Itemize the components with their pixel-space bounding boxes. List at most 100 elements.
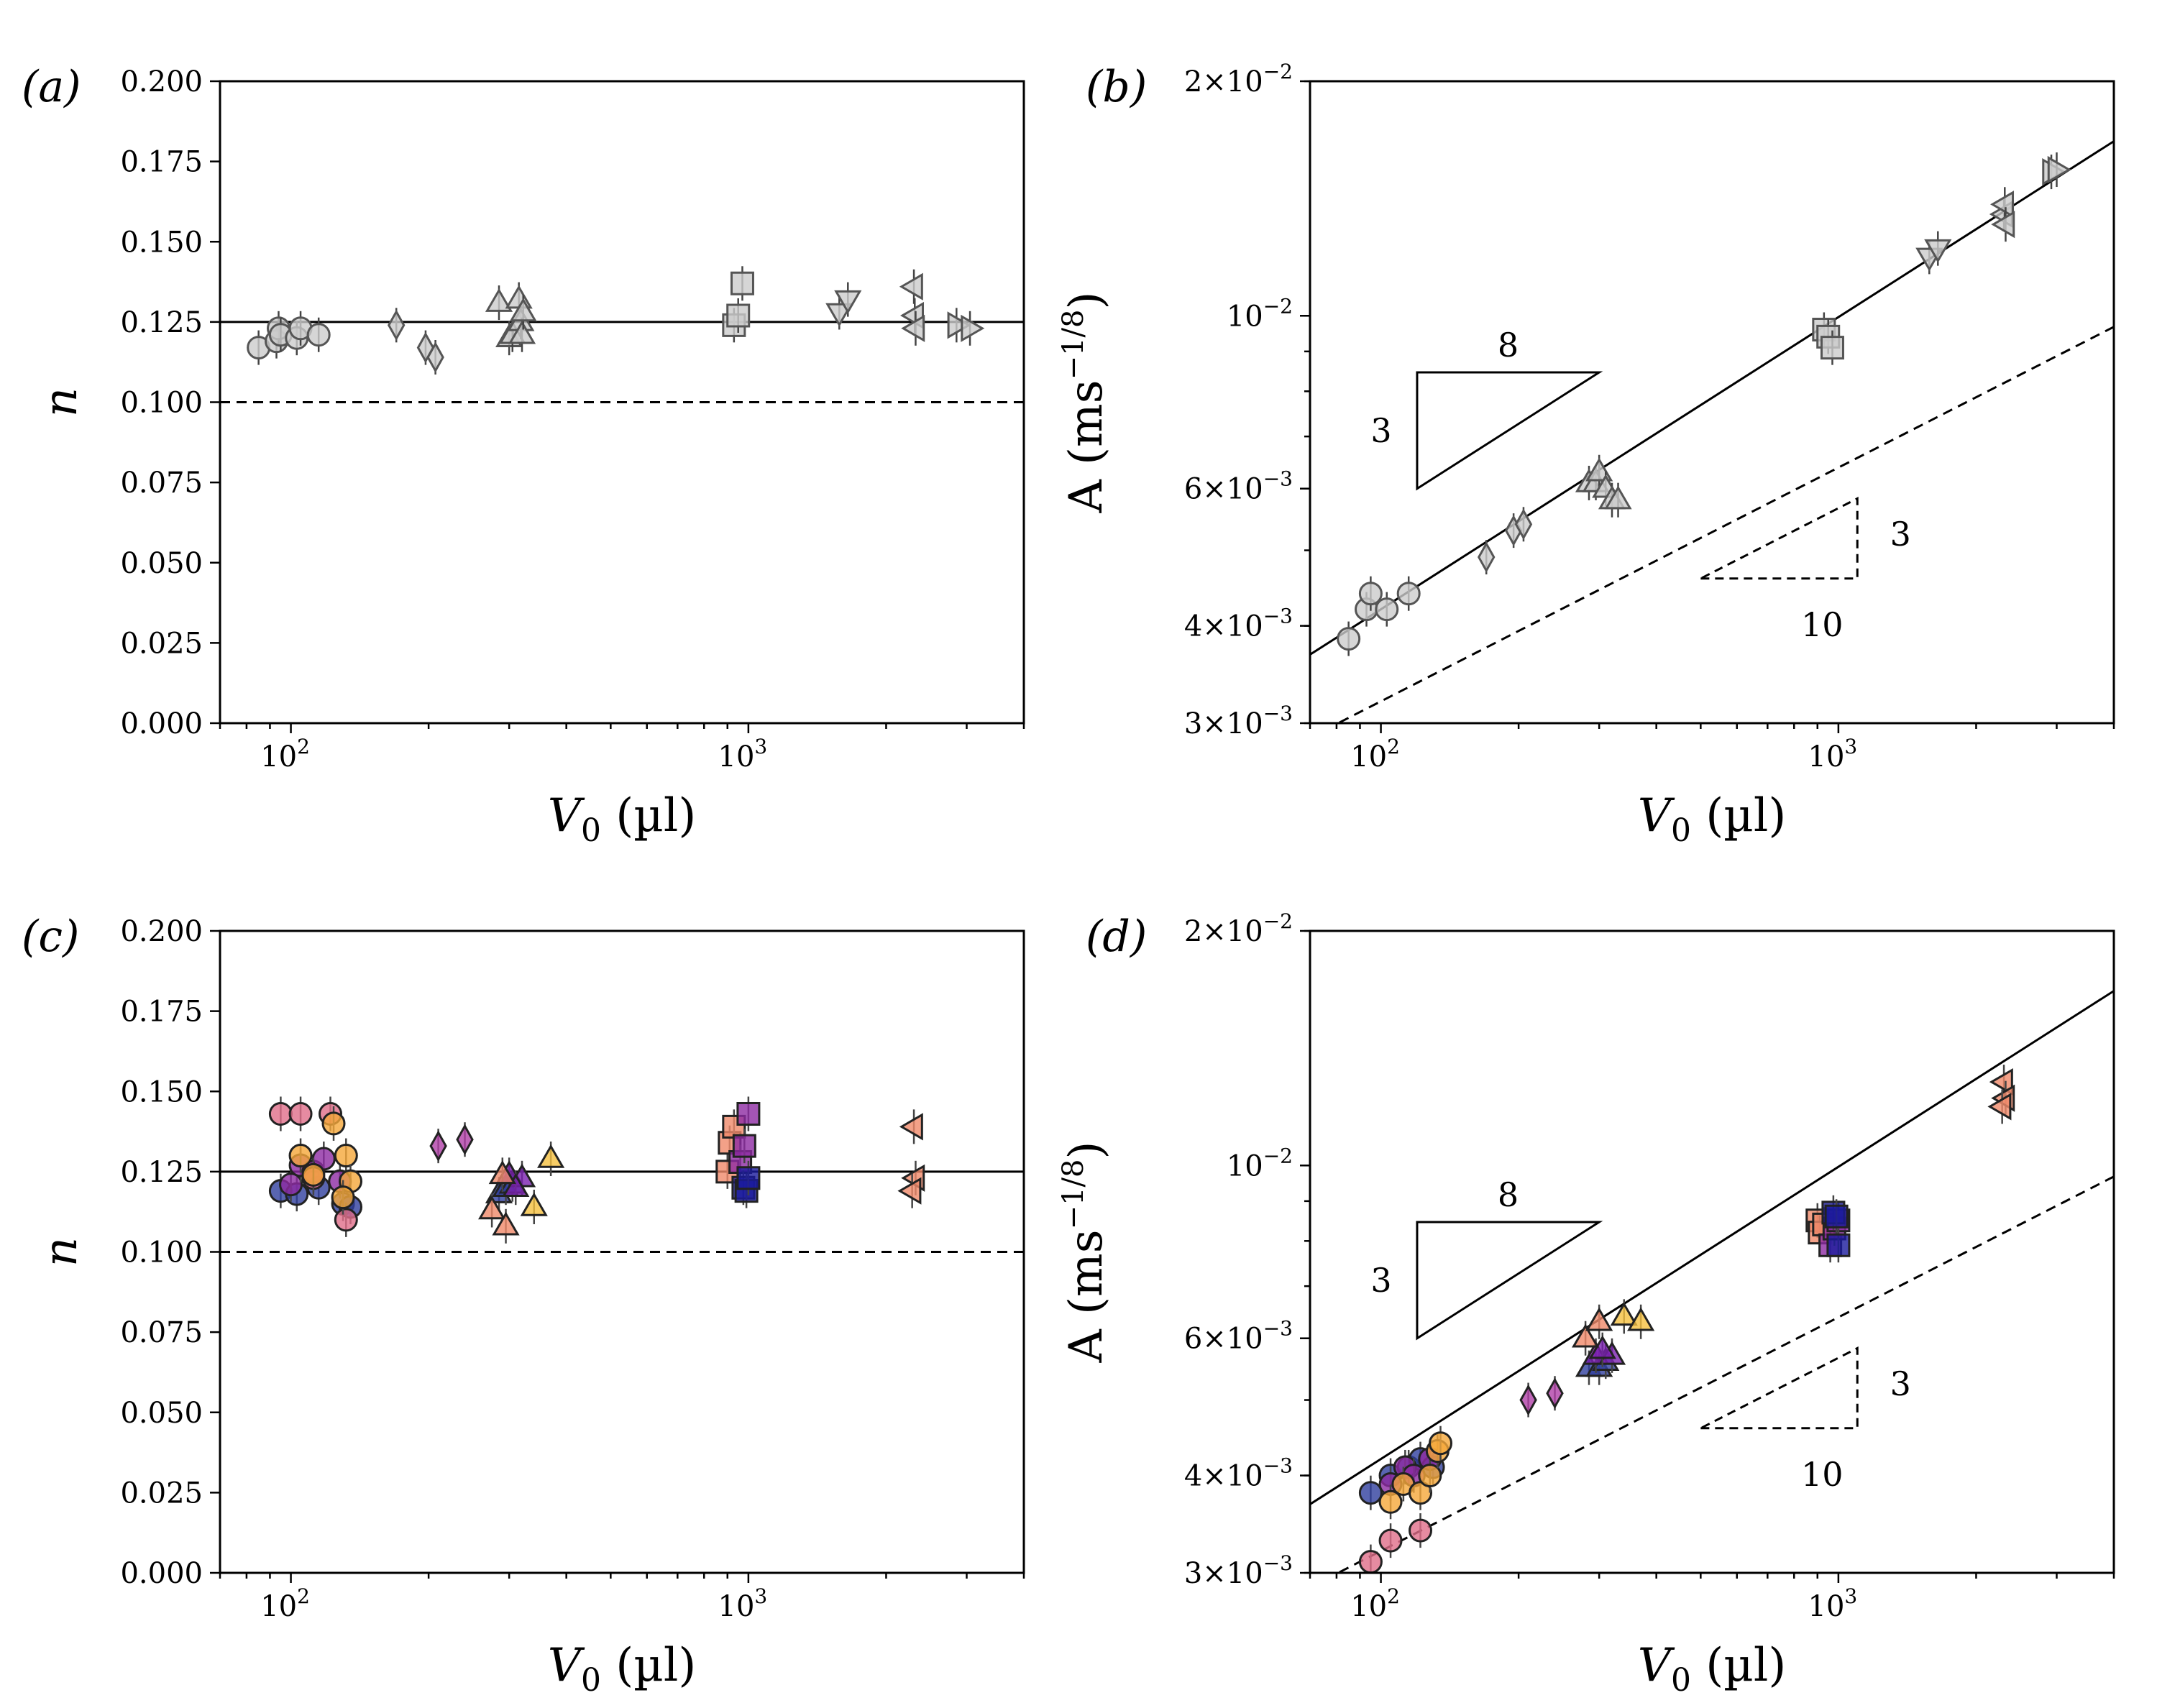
y-axis-label-symbol: n [35,387,88,417]
data-point-triangle-up [485,288,513,312]
slope-rise-label: 3 [1370,1261,1391,1300]
y-tick-label: 0.050 [120,547,203,580]
y-tick-label: 0.050 [120,1397,203,1430]
data-point-circle [288,1144,313,1168]
tick-base: 0.125 [120,306,203,339]
y-tick-label: 0.200 [120,915,203,948]
x-axis: 102 103 [1309,1573,2115,1623]
data-point-square [736,1102,761,1126]
data-point-triangle-up [537,1144,565,1168]
tick-base: 10 [1227,1149,1263,1183]
y-tick-label: 0.100 [120,1236,203,1269]
x-axis-label-subscript: 0 [1671,1662,1691,1699]
panel-label: (a) [22,62,81,112]
panel-label: (d) [1086,912,1147,962]
slope-triangle-solid [1416,1221,1603,1341]
tick-base: 6×10 [1184,1323,1263,1356]
tick-exponent: −3 [1263,1551,1293,1575]
x-axis-label-symbol: V [1638,1639,1675,1692]
tick-base: 10 [1350,1590,1387,1623]
x-tick-label: 102 [1350,735,1400,773]
tick-exponent: −2 [1263,909,1293,933]
data-point-triangle-up [505,285,533,309]
data-point-square [1820,336,1844,360]
data-point-circle [1358,582,1383,606]
tick-base: 2×10 [1184,915,1263,948]
tick-base: 10 [260,740,297,773]
x-tick-label: 103 [1808,1584,1858,1623]
data-point-diamond [429,1130,447,1162]
y-axis-label-exponent: −1/8 [1057,1160,1090,1230]
y-tick-label: 0.175 [120,146,203,179]
x-axis-label-unit: (µl) [1691,1639,1786,1692]
data-point-circle [279,1172,303,1197]
data-point-circle [1358,1550,1383,1573]
x-axis: 102 103 [219,723,1025,773]
y-tick-label: 0.125 [120,306,203,339]
data-point-circle [306,323,331,347]
tick-base: 0.075 [120,1316,203,1349]
data-point-triangle-up [509,298,537,322]
tick-base: 0.000 [120,1557,203,1590]
y-tick-label: 2×10−2 [1184,60,1293,98]
x-axis-label-symbol: V [548,789,585,842]
y-tick-label: 0.000 [120,1557,203,1590]
x-tick-label: 103 [718,735,768,773]
x-axis-label: V0 (µl) [1638,789,1787,849]
data-point-circle [321,1111,346,1136]
data-markers [268,1096,925,1244]
panel-label: (b) [1086,62,1147,112]
y-axis: 3×10−34×10−36×10−310−22×10−2 [1184,909,1310,1590]
x-tick-label: 103 [1808,735,1858,773]
slope-triangle-solid [1416,371,1603,491]
data-point-triangle-up [1610,1302,1638,1326]
x-axis: 102 103 [1309,723,2115,773]
y-tick-label: 2×10−2 [1184,909,1293,948]
y-axis-label: A (ms−1/8) [1057,1142,1113,1364]
tick-exponent: −3 [1263,1454,1293,1478]
tick-base: 0.050 [120,547,203,580]
panel-a: 102 1030.0000.0250.0500.0750.1000.1250.15… [22,62,1025,849]
data-point-triangle-down [834,290,862,314]
data-point-circle [268,1102,293,1126]
y-tick-label: 0.100 [120,387,203,420]
y-tick-label: 0.175 [120,996,203,1029]
slope-triangle-dashed [1700,497,1859,580]
panel-c: 102 1030.0000.0250.0500.0750.1000.1250.15… [22,912,1025,1699]
y-axis-label-main: A (ms [1060,380,1113,513]
power-law-line-dashed [1335,1175,2114,1573]
tick-base: 4×10 [1184,610,1263,643]
x-axis-label-symbol: V [548,1639,585,1692]
axes-frame [1309,80,2115,725]
y-axis-label-close: ) [1060,1142,1113,1160]
data-point-triangle-up [1627,1307,1655,1331]
data-point-diamond [1546,1377,1564,1410]
data-point-circle [1378,1489,1403,1514]
data-point-square [1826,1233,1851,1257]
tick-base: 0.075 [120,467,203,500]
data-point-circle [301,1162,326,1187]
tick-base: 0.125 [120,1156,203,1189]
y-tick-label: 4×10−3 [1184,1454,1293,1493]
y-tick-label: 0.125 [120,1156,203,1189]
tick-exponent: 2 [1387,735,1400,758]
y-tick-label: 0.075 [120,1316,203,1349]
x-axis-label-unit: (µl) [601,1639,696,1692]
data-point-triangle-left [899,272,923,300]
tick-base: 0.025 [120,627,203,660]
tick-exponent: 3 [1844,735,1857,758]
panel-label: (c) [22,912,79,962]
data-point-triangle-up [1588,1335,1616,1359]
tick-base: 0.175 [120,146,203,179]
data-point-square [732,1134,756,1158]
y-tick-label: 0.200 [120,65,203,98]
tick-base: 0.100 [120,1236,203,1269]
y-tick-label: 0.025 [120,627,203,660]
y-tick-label: 0.150 [120,1075,203,1108]
data-point-circle [1409,1518,1433,1543]
data-markers [247,266,985,375]
x-axis-label: V0 (µl) [548,789,697,849]
y-tick-label: 0.075 [120,467,203,500]
